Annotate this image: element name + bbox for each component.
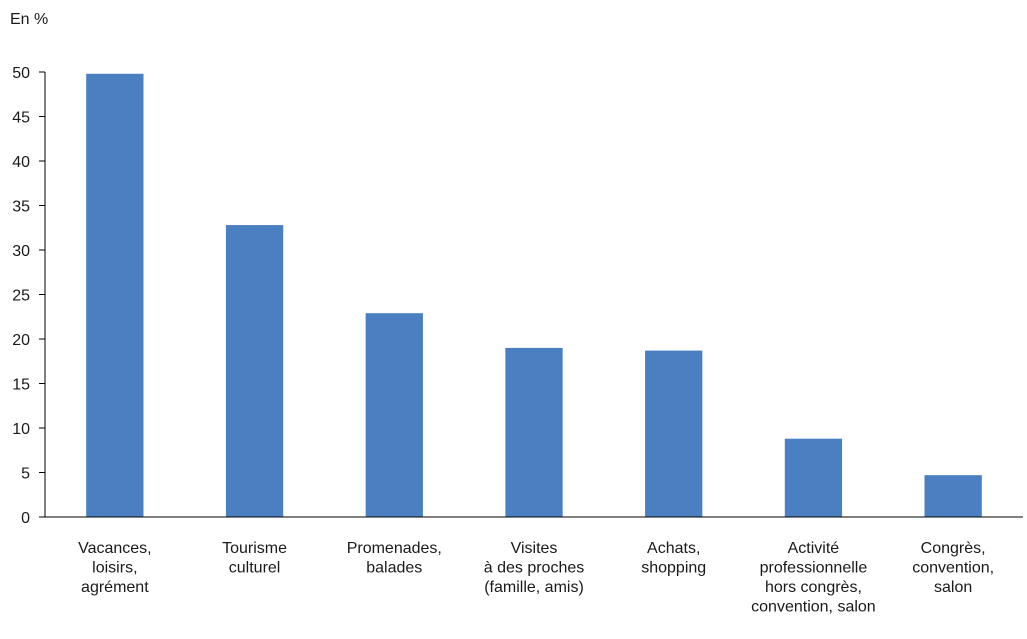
y-tick-label: 10 xyxy=(12,421,30,438)
bar xyxy=(225,225,284,517)
x-category-label-line: hors congrès, xyxy=(765,579,862,596)
bar xyxy=(86,73,144,517)
x-category-label-line: (famille, amis) xyxy=(484,579,584,596)
x-category-label: Promenades, balades xyxy=(347,540,442,577)
x-category-label-line: convention, xyxy=(912,560,994,577)
x-category-label-line: salon xyxy=(934,579,972,596)
y-axis: 0 5 10 15 20 25 30 35 40 45 50 xyxy=(12,65,46,527)
x-category-label-line: shopping xyxy=(641,560,706,577)
x-category-label-line: Tourisme xyxy=(222,540,287,557)
bar xyxy=(645,350,703,517)
y-tick-label: 50 xyxy=(12,65,30,82)
x-category-label-line: Achats, xyxy=(647,540,700,557)
y-tick-label: 20 xyxy=(12,332,30,349)
x-category-label-line: Promenades, xyxy=(347,540,442,557)
x-category-label: Tourisme culturel xyxy=(222,540,287,577)
x-category-label: Achats, shopping xyxy=(641,540,706,577)
y-tick-label: 5 xyxy=(21,466,30,483)
x-category-label: Vacances, loisirs, agrément xyxy=(78,540,152,596)
x-category-label: Congrès, convention, salon xyxy=(912,540,994,596)
x-category-label-line: convention, salon xyxy=(751,599,876,616)
x-category-label: Activité professionnelle hors congrès, conv… xyxy=(751,540,876,616)
y-tick-label: 45 xyxy=(12,110,30,127)
y-tick-label: 25 xyxy=(12,288,30,305)
y-tick-label: 15 xyxy=(12,377,30,394)
y-tick-label: 40 xyxy=(12,154,30,171)
bar xyxy=(784,438,843,517)
y-tick-label: 35 xyxy=(12,199,30,216)
x-category-label-line: à des proches xyxy=(484,560,585,577)
x-category-label: Visites à des proches (famille, amis) xyxy=(484,540,585,596)
y-tick-label: 0 xyxy=(21,510,30,527)
x-category-label-line: balades xyxy=(366,560,422,577)
x-category-label-line: Congrès, xyxy=(921,540,986,557)
x-category-label-line: Vacances, xyxy=(78,540,152,557)
bar xyxy=(505,347,563,517)
x-category-label-line: culturel xyxy=(229,560,281,577)
x-category-label-line: loisirs, xyxy=(92,560,137,577)
y-tick-label: 30 xyxy=(12,243,30,260)
x-category-label-line: Activité xyxy=(788,540,840,557)
bar xyxy=(365,313,423,517)
x-category-label-line: professionnelle xyxy=(760,560,868,577)
y-axis-unit-label: En % xyxy=(10,11,48,28)
bars-group xyxy=(86,73,982,517)
x-axis: Vacances, loisirs, agrément Tourisme culture… xyxy=(45,516,1023,616)
x-category-label-line: agrément xyxy=(81,579,149,596)
x-category-label-line: Visites xyxy=(511,540,558,557)
bar xyxy=(924,475,982,517)
